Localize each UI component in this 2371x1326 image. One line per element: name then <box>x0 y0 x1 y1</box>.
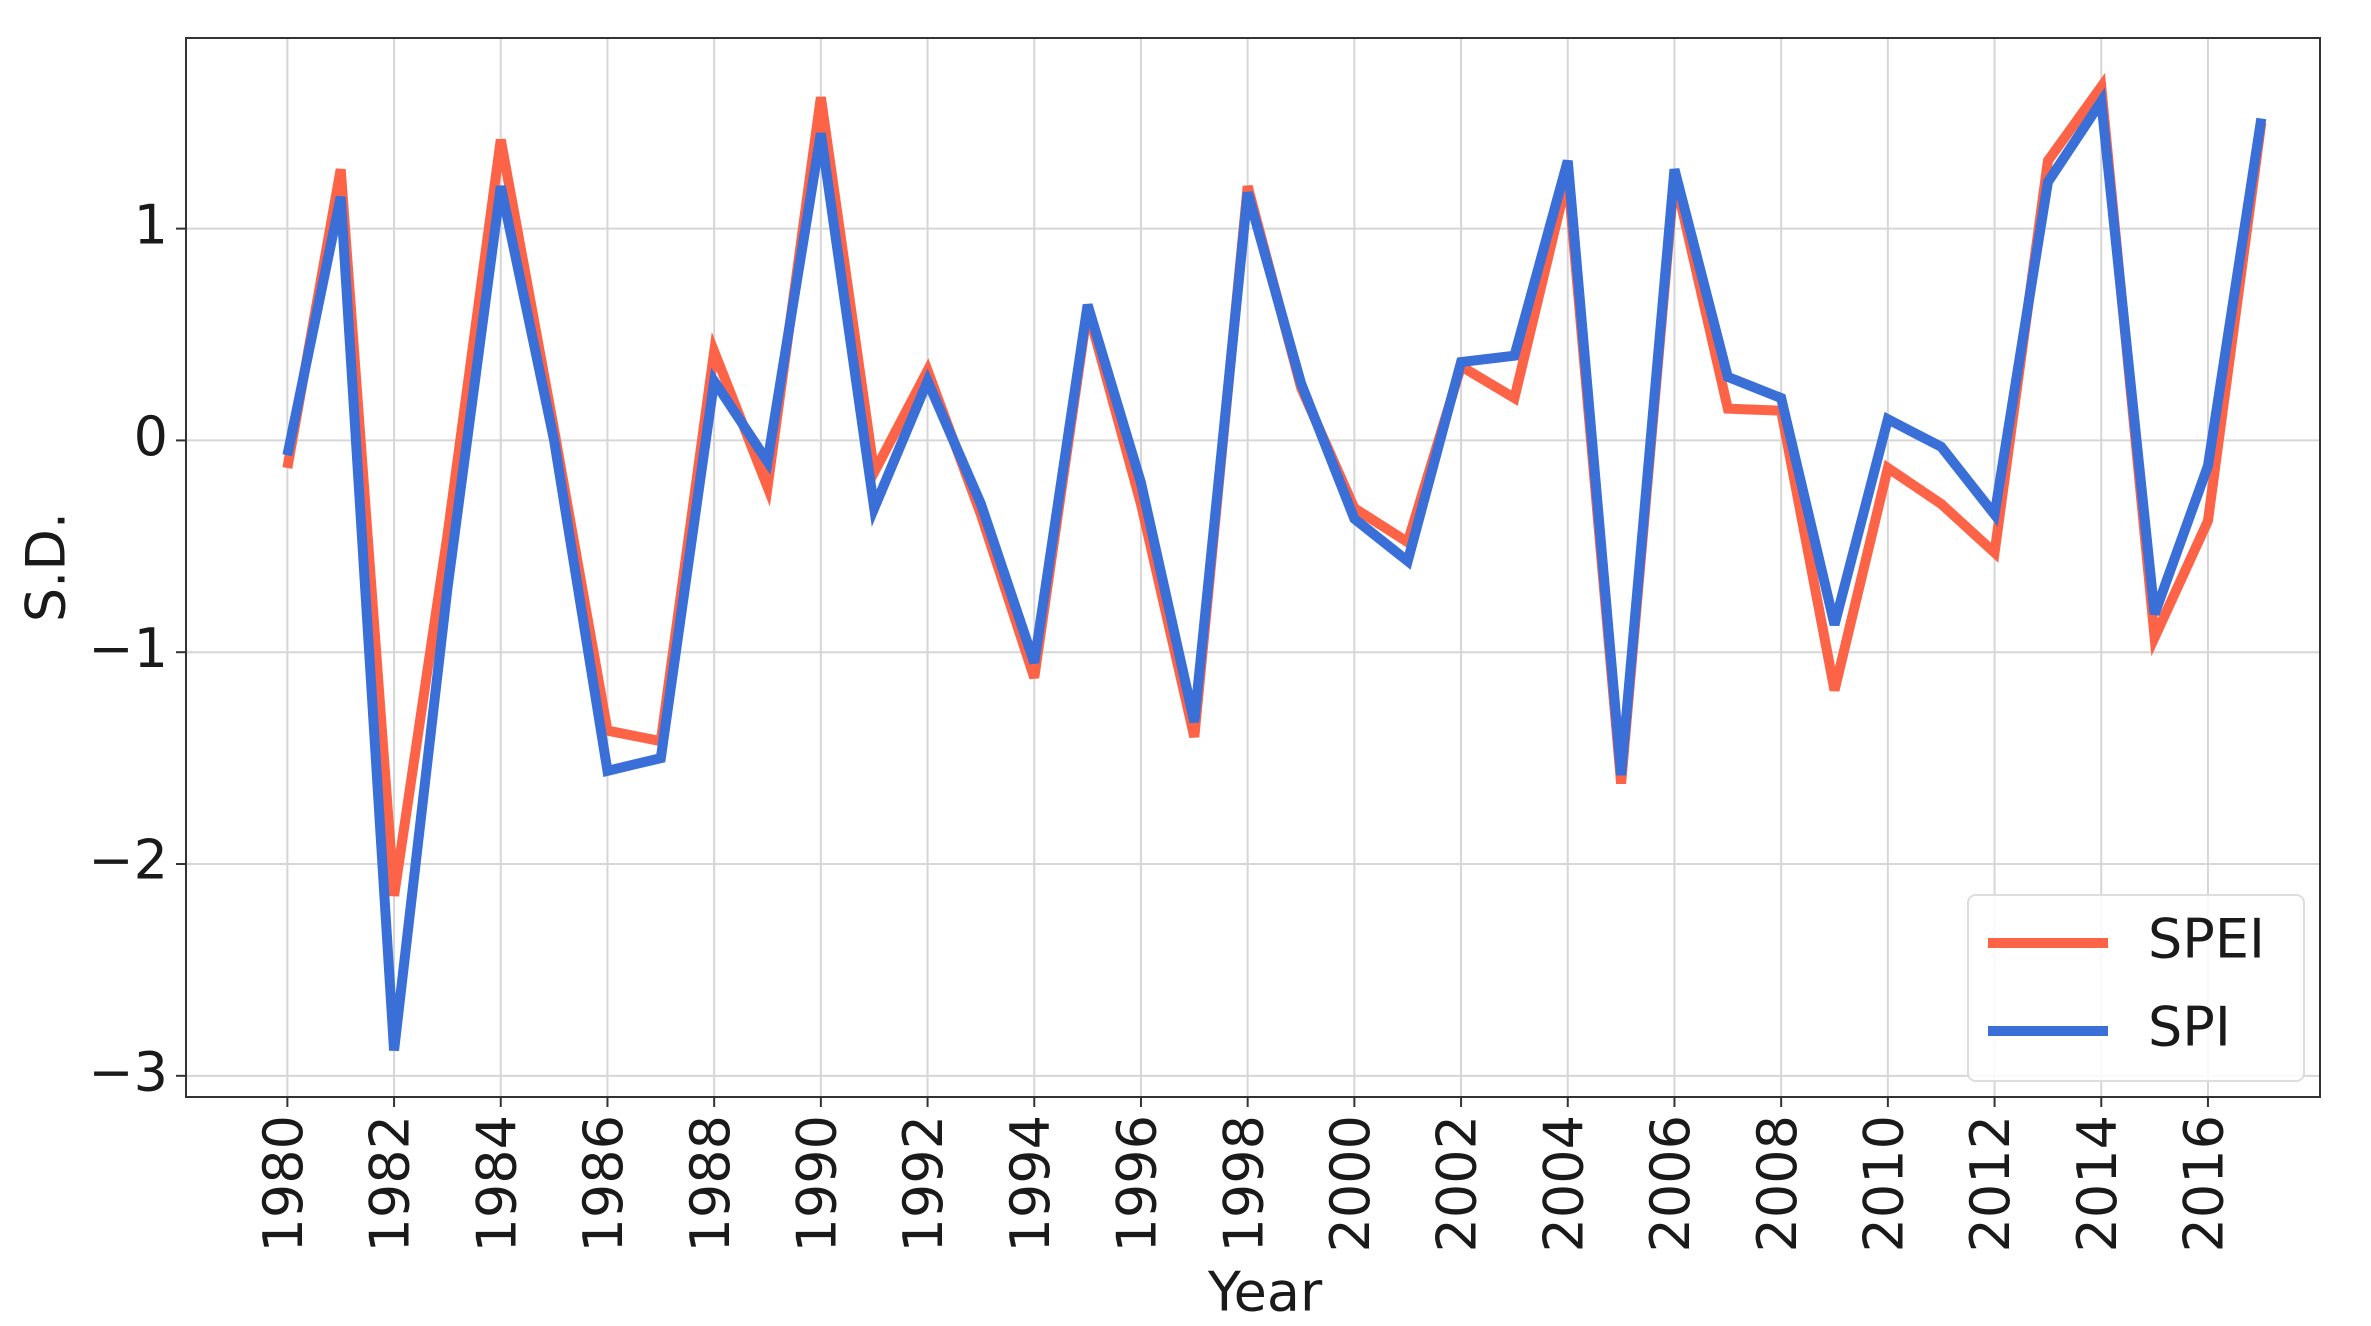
x-axis-label: Year <box>1207 1261 1323 1324</box>
x-tick-label: 2006 <box>1639 1115 1702 1252</box>
x-tick-label: 1982 <box>359 1115 422 1252</box>
y-tick-label: −1 <box>88 617 168 680</box>
y-tick-label: 1 <box>134 193 168 256</box>
x-tick-label: 1986 <box>572 1115 635 1252</box>
plot-frame <box>185 37 2321 1098</box>
legend-label: SPEI <box>2148 908 2265 971</box>
y-tick-label: 0 <box>134 405 168 468</box>
x-tick-label: 2002 <box>1426 1115 1489 1252</box>
x-tick-label: 2016 <box>2173 1115 2236 1252</box>
data-line <box>282 87 2267 1051</box>
x-tick-label: 1998 <box>1212 1115 1275 1252</box>
x-tick-label: 2014 <box>2066 1115 2129 1252</box>
y-tick-label: −2 <box>88 829 168 892</box>
legend-label: SPI <box>2148 996 2231 1059</box>
x-tick-label: 1990 <box>786 1115 849 1252</box>
x-tick-label: 2008 <box>1746 1115 1809 1252</box>
x-tick-label: 1984 <box>465 1115 528 1252</box>
x-tick-label: 2000 <box>1319 1115 1382 1252</box>
x-tick-label: 1980 <box>252 1115 315 1252</box>
x-tick-label: 2004 <box>1532 1115 1595 1252</box>
x-tick-label: 2012 <box>1959 1115 2022 1252</box>
x-tick-label: 2010 <box>1853 1115 1916 1252</box>
y-tick-label: −3 <box>88 1040 168 1103</box>
x-tick-label: 1988 <box>679 1115 742 1252</box>
y-axis-label: S.D. <box>15 512 78 622</box>
x-tick-label: 1996 <box>1106 1115 1169 1252</box>
x-tick-label: 1994 <box>999 1115 1062 1252</box>
x-tick-label: 1992 <box>892 1115 955 1252</box>
